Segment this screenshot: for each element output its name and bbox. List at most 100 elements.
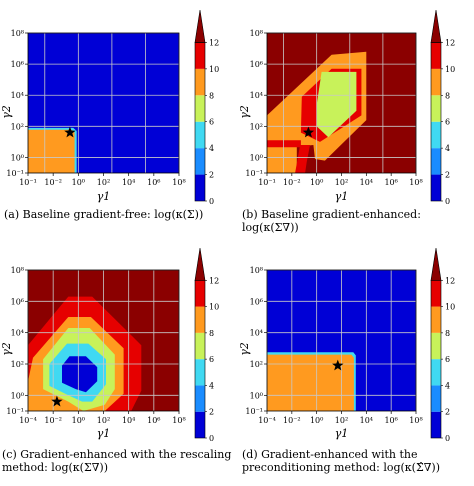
caption-a: (a) Baseline gradient-free: log(κ(Σ)) [4, 208, 204, 221]
colorbar-segment [431, 68, 441, 96]
colorbar-tick-label: 2 [445, 408, 450, 417]
x-tick-label: 10² [97, 178, 110, 187]
colorbar-tick-label: 2 [209, 171, 214, 180]
colorbar-segment [195, 359, 205, 386]
colorbar-segment [195, 332, 205, 360]
colorbar-tick-label: 6 [445, 118, 450, 127]
x-tick-label: 10⁻² [44, 416, 62, 425]
contour-region-5 [316, 71, 357, 138]
colorbar-tick-label: 10 [209, 303, 219, 312]
y-axis-label: γ2 [0, 342, 13, 356]
colorbar-tick-label: 6 [209, 355, 214, 364]
colorbar-tick-label: 12 [209, 38, 219, 47]
x-tick-label: 10⁴ [360, 416, 373, 425]
colorbar-tick-label: 0 [209, 197, 214, 206]
colorbar-segment [195, 174, 205, 201]
x-tick-label: 10⁴ [122, 416, 135, 425]
caption-c: (c) Gradient-enhanced with the rescaling… [2, 448, 232, 474]
x-tick-label: 10⁴ [360, 178, 373, 187]
colorbar-segment [431, 42, 441, 69]
colorbar-segment [431, 385, 441, 412]
y-tick-label: 10⁶ [11, 297, 24, 306]
x-axis-label: γ1 [335, 190, 349, 203]
y-tick-label: 10⁸ [11, 266, 24, 275]
caption-d: (d) Gradient-enhanced with the precondit… [242, 448, 441, 474]
colorbar-tick-label: 8 [445, 329, 450, 338]
colorbar-tick-label: 6 [445, 355, 450, 364]
y-tick-label: 10⁻¹ [245, 407, 263, 416]
caption-b: (b) Baseline gradient-enhanced: log(κ(Σ∇… [242, 208, 421, 234]
colorbar-arrow [194, 9, 206, 43]
colorbar-segment [195, 385, 205, 412]
y-tick-label: 10² [11, 360, 24, 369]
optimum-star-marker [51, 395, 63, 407]
optimum-star-marker [64, 126, 76, 138]
optimum-star-marker [332, 359, 344, 371]
x-tick-label: 10⁸ [172, 416, 185, 425]
x-tick-label: 10² [335, 178, 348, 187]
y-tick-label: 10⁴ [250, 91, 263, 100]
x-tick-label: 10⁻² [44, 178, 62, 187]
panel-c: 10⁻⁴ 10⁻² 10⁰ 10² 10⁴ 10⁶ 10⁸ 10⁻¹ 10⁰ 10² 10⁴ 10⁶ 1… [0, 247, 219, 443]
colorbar-tick-label: 12 [445, 38, 455, 47]
colorbar-tick-label: 2 [209, 408, 214, 417]
y-tick-label: 10² [250, 122, 263, 131]
colorbar-segment [195, 306, 205, 333]
colorbar-tick-label: 4 [209, 381, 214, 390]
x-tick-label: 10² [97, 416, 110, 425]
y-tick-label: 10⁰ [11, 153, 24, 162]
y-tick-label: 10⁸ [250, 266, 263, 275]
y-tick-label: 10⁰ [250, 391, 263, 400]
colorbar-segment [431, 121, 441, 149]
x-tick-label: 10⁸ [409, 178, 422, 187]
colorbar-tick-label: 12 [445, 276, 455, 285]
x-tick-label: 10⁻⁴ [258, 416, 276, 425]
colorbar-tick-label: 0 [445, 197, 450, 206]
colorbar-tick-label: 4 [445, 144, 450, 153]
x-tick-label: 10⁻¹ [19, 178, 37, 187]
x-tick-label: 10⁻¹ [258, 178, 276, 187]
colorbar-segment [195, 68, 205, 96]
x-tick-label: 10⁴ [122, 178, 135, 187]
y-tick-label: 10⁻¹ [6, 169, 24, 178]
plot-area-c [28, 270, 179, 411]
plot-area-a [28, 33, 179, 173]
y-tick-label: 10⁸ [250, 29, 263, 38]
colorbar-arrow [194, 247, 206, 281]
panel-d: 10⁻⁴ 10⁻² 10⁰ 10² 10⁴ 10⁶ 10⁸ 10⁻¹ 10⁰ 10² 10⁴ 10⁶ 1… [238, 247, 455, 443]
contour-region-2 [267, 354, 354, 411]
panel-b: 10⁻¹ 10⁻² 10⁰ 10² 10⁴ 10⁶ 10⁸ 10⁻¹ 10⁰ 10² 10⁴ 10⁶ 1… [238, 9, 455, 206]
x-tick-label: 10⁸ [409, 416, 422, 425]
colorbar-tick-label: 2 [445, 171, 450, 180]
colorbar-segment [195, 42, 205, 69]
colorbar-tick-label: 8 [209, 329, 214, 338]
x-axis-label: γ1 [97, 190, 111, 203]
x-tick-label: 10⁸ [172, 178, 185, 187]
colorbar-segment [431, 306, 441, 333]
x-tick-label: 10⁻² [283, 178, 301, 187]
colorbar-tick-label: 8 [209, 91, 214, 100]
x-tick-label: 10⁶ [147, 416, 160, 425]
colorbar-tick-label: 4 [209, 144, 214, 153]
colorbar-segment [431, 359, 441, 386]
colorbar-arrow [430, 9, 442, 43]
y-tick-label: 10⁴ [11, 91, 24, 100]
colorbar-segment [195, 95, 205, 122]
x-axis-label: γ1 [335, 427, 349, 440]
colorbar-tick-label: 10 [445, 303, 455, 312]
colorbar-segment [431, 280, 441, 307]
y-tick-label: 10⁶ [11, 60, 24, 69]
colorbar-segment [431, 174, 441, 201]
y-tick-label: 10⁰ [250, 153, 263, 162]
optimum-star-marker [302, 126, 315, 138]
y-axis-label: γ2 [0, 105, 13, 119]
y-tick-label: 10⁸ [11, 29, 24, 38]
x-axis-label: γ1 [97, 427, 111, 440]
x-tick-label: 10⁻⁴ [19, 416, 37, 425]
x-tick-label: 10⁰ [72, 178, 85, 187]
x-tick-label: 10⁶ [384, 178, 397, 187]
x-tick-label: 10⁻² [283, 416, 301, 425]
panel-a: 10⁻¹ 10⁻² 10⁰ 10² 10⁴ 10⁶ 10⁸ 10⁻¹ 10⁰ 10² 10⁴ 10⁶ 1… [0, 9, 219, 206]
colorbar-segment [195, 280, 205, 307]
